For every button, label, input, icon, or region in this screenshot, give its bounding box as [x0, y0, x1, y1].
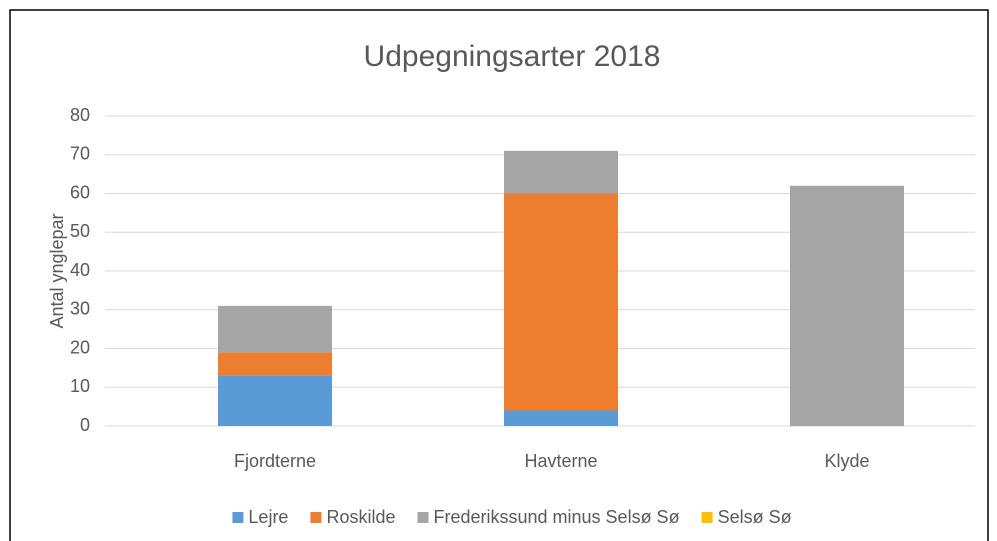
bar-segment: [504, 410, 618, 426]
y-tick-label: 70: [70, 144, 90, 164]
bar-segment: [218, 352, 332, 376]
bar-segment: [790, 185, 904, 426]
x-tick-label: Havterne: [524, 451, 597, 471]
legend-label: Lejre: [248, 507, 288, 527]
y-axis-label: Antal ynglepar: [47, 213, 67, 328]
bar-segment: [218, 305, 332, 353]
legend-label: Roskilde: [326, 507, 395, 527]
legend-swatch: [417, 512, 429, 523]
x-tick-label: Klyde: [824, 451, 869, 471]
y-tick-label: 20: [70, 337, 90, 357]
x-tick-label: Fjordterne: [234, 451, 316, 471]
chart-title: Udpegningsarter 2018: [364, 40, 661, 73]
y-tick-label: 60: [70, 182, 90, 202]
legend-label: Selsø Sø: [718, 507, 792, 527]
legend-swatch: [310, 512, 322, 523]
y-tick-label: 40: [70, 260, 90, 280]
y-tick-label: 80: [70, 105, 90, 125]
bar-segment: [504, 150, 618, 194]
bar-segment: [218, 375, 332, 426]
y-tick-label: 10: [70, 376, 90, 396]
y-tick-label: 30: [70, 299, 90, 319]
legend-swatch: [232, 512, 244, 523]
y-tick-label: 50: [70, 221, 90, 241]
y-tick-label: 0: [80, 415, 90, 435]
legend-swatch: [701, 512, 713, 523]
bar-segment: [504, 193, 618, 411]
legend-label: Frederikssund minus Selsø Sø: [433, 507, 679, 527]
